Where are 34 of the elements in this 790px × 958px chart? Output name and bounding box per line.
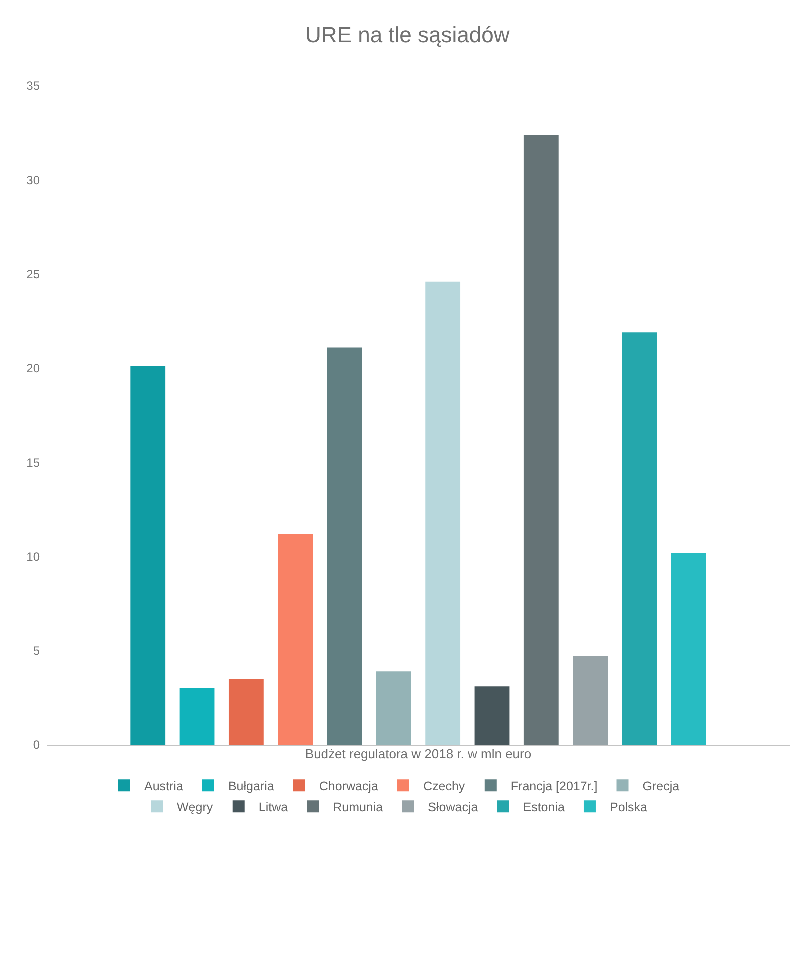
legend-label: Słowacja bbox=[428, 800, 478, 814]
legend-label: Rumunia bbox=[333, 800, 384, 814]
legend-label: Chorwacja bbox=[319, 780, 378, 794]
y-tick-label: 10 bbox=[26, 550, 40, 564]
legend-label: Czechy bbox=[423, 780, 466, 794]
bar bbox=[327, 348, 362, 745]
y-tick-label: 20 bbox=[26, 362, 40, 376]
legend-label: Francja [2017r.] bbox=[510, 780, 598, 794]
x-axis-title: Budżet regulatora w 2018 r. w mln euro bbox=[305, 746, 532, 762]
y-tick-label: 0 bbox=[33, 738, 40, 752]
legend-label: Austria bbox=[144, 780, 184, 794]
y-tick-label: 15 bbox=[26, 456, 40, 470]
bar bbox=[180, 688, 215, 745]
y-tick-label: 5 bbox=[33, 644, 40, 658]
bar bbox=[426, 282, 461, 745]
bar bbox=[622, 332, 658, 745]
bar bbox=[228, 679, 264, 745]
bar bbox=[573, 656, 608, 745]
bar bbox=[376, 672, 412, 745]
bar bbox=[524, 134, 559, 745]
legend-label: Węgry bbox=[177, 800, 214, 814]
bar bbox=[278, 534, 314, 745]
chart-title: URE na tle sąsiadów bbox=[306, 22, 510, 48]
bar bbox=[671, 552, 706, 745]
y-tick-label: 35 bbox=[26, 79, 40, 94]
legend-label: Bułgaria bbox=[228, 780, 274, 794]
y-tick-label: 25 bbox=[26, 267, 40, 282]
legend-label: Litwa bbox=[258, 800, 288, 814]
legend-label: Estonia bbox=[523, 800, 565, 814]
legend-label: Grecja bbox=[642, 780, 680, 794]
bar bbox=[130, 366, 166, 745]
bar bbox=[474, 686, 510, 745]
legend-label: Polska bbox=[610, 800, 648, 814]
y-tick-label: 30 bbox=[26, 173, 40, 188]
